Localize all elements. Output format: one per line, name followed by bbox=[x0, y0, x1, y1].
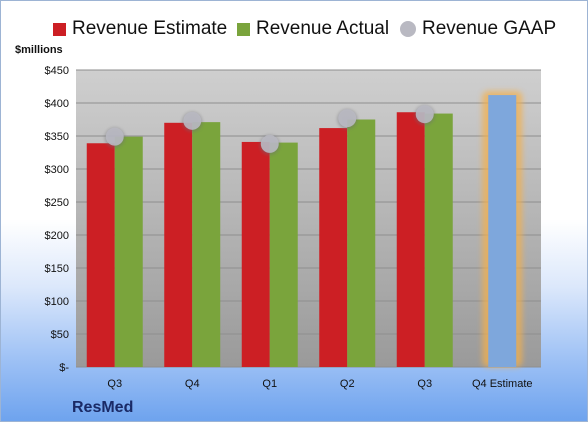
bar-revenue-estimate bbox=[86, 143, 115, 367]
bar-revenue-estimate bbox=[319, 128, 348, 367]
legend-item-revenue-estimate: Revenue Estimate bbox=[53, 15, 227, 43]
y-tick-label: $350 bbox=[45, 131, 69, 143]
bar-revenue-estimate bbox=[241, 141, 270, 367]
legend-item-revenue-gaap: Revenue GAAP bbox=[400, 15, 556, 43]
y-axis-ticks: $- $50 $100 $150 $200 $250 $300 $350 $400 $450 bbox=[45, 65, 70, 374]
marker-revenue-gaap bbox=[105, 127, 124, 146]
legend-item-revenue-actual: Revenue Actual bbox=[237, 15, 389, 43]
bar-revenue-actual bbox=[347, 119, 376, 367]
x-tick-label: Q4 bbox=[185, 378, 200, 390]
y-tick-label: $200 bbox=[45, 230, 69, 242]
x-axis-ticks: Q3 Q4 Q1 Q2 Q3 Q4 Estimate bbox=[107, 378, 532, 390]
gaap-markers bbox=[104, 105, 435, 155]
x-tick-label: Q3 bbox=[107, 378, 122, 390]
legend-swatch-revenue-actual bbox=[237, 22, 250, 36]
legend-swatch-revenue-estimate bbox=[53, 22, 66, 36]
y-tick-label: $300 bbox=[45, 164, 69, 176]
bar-revenue-estimate bbox=[164, 122, 193, 367]
plot-area bbox=[76, 70, 541, 367]
y-tick-label: $- bbox=[59, 362, 69, 374]
marker-revenue-gaap bbox=[183, 111, 202, 130]
bar-revenue-actual bbox=[192, 122, 221, 367]
chart-legend: Revenue Estimate Revenue Actual Revenue … bbox=[1, 15, 587, 43]
legend-swatch-revenue-gaap bbox=[400, 21, 416, 37]
gridlines bbox=[76, 69, 541, 368]
legend-label-revenue-actual: Revenue Actual bbox=[256, 18, 390, 39]
marker-revenue-gaap bbox=[338, 109, 357, 128]
bar-revenue-actual bbox=[269, 142, 298, 367]
x-tick-label: Q1 bbox=[262, 378, 277, 390]
company-name: ResMed bbox=[72, 399, 134, 416]
bar-q4-estimate bbox=[488, 95, 517, 367]
x-tick-label: Q4 Estimate bbox=[472, 378, 533, 390]
bar-revenue-actual bbox=[424, 113, 453, 367]
y-tick-label: $50 bbox=[51, 329, 69, 341]
marker-revenue-gaap bbox=[415, 105, 434, 124]
legend-label-revenue-gaap: Revenue GAAP bbox=[422, 18, 557, 39]
y-tick-label: $100 bbox=[45, 296, 69, 308]
y-tick-label: $250 bbox=[45, 197, 69, 209]
y-tick-label: $400 bbox=[45, 98, 69, 110]
x-tick-label: Q2 bbox=[340, 378, 355, 390]
y-tick-label: $450 bbox=[45, 65, 69, 77]
y-tick-label: $150 bbox=[45, 263, 69, 275]
bar-revenue-estimate bbox=[396, 112, 425, 368]
marker-revenue-gaap bbox=[260, 134, 279, 153]
y-axis-unit-label: $millions bbox=[15, 44, 63, 56]
bars bbox=[86, 91, 523, 368]
legend-label-revenue-estimate: Revenue Estimate bbox=[72, 18, 228, 39]
bar-revenue-actual bbox=[114, 136, 143, 367]
x-tick-label: Q3 bbox=[417, 378, 432, 390]
